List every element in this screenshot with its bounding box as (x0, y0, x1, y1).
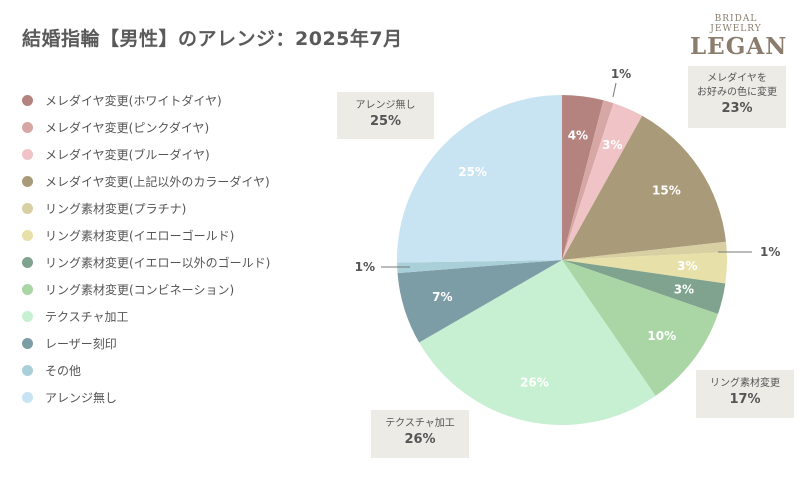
callout-no-arrange-line1: アレンジ無し (355, 100, 416, 111)
legend-swatch (22, 392, 33, 403)
legend-label: メレダイヤ変更(上記以外のカラーダイヤ) (45, 175, 270, 189)
logo-wordmark: LEGAN (690, 33, 788, 60)
legend-swatch (22, 284, 33, 295)
slice-value-label: 25% (458, 165, 487, 179)
pie-slice (396, 95, 562, 263)
legend-item: メレダイヤ変更(ピンクダイヤ) (22, 114, 270, 141)
chart-legend: メレダイヤ変更(ホワイトダイヤ) メレダイヤ変更(ピンクダイヤ) メレダイヤ変更(ブ… (22, 87, 270, 411)
legend-item: その他 (22, 357, 270, 384)
callout-material: リング素材変更 17% (696, 370, 794, 418)
logo-subtitle: BRIDAL JEWELRY (710, 14, 762, 34)
brand-logo: BRIDAL JEWELRY LEGAN (690, 14, 788, 60)
pie-slice (562, 260, 718, 396)
slice-value-label: 3% (677, 259, 697, 273)
slice-value-label: 15% (652, 184, 681, 198)
callout-melee-color: メレダイヤを お好みの色に変更 23% (688, 66, 786, 128)
legend-item: アレンジ無し (22, 384, 270, 411)
legend-item: メレダイヤ変更(ホワイトダイヤ) (22, 87, 270, 114)
callout-melee-line2: お好みの色に変更 (697, 87, 777, 98)
legend-swatch (22, 203, 33, 214)
legend-swatch (22, 149, 33, 160)
legend-label: その他 (45, 364, 82, 378)
legend-item: レーザー刻印 (22, 330, 270, 357)
legend-swatch (22, 257, 33, 268)
legend-swatch (22, 176, 33, 187)
legend-label: メレダイヤ変更(ピンクダイヤ) (45, 121, 210, 135)
slice-value-label: 4% (568, 129, 588, 143)
pie-slice (562, 252, 727, 284)
slice-value-label: 3% (674, 283, 694, 297)
pie-slice (419, 260, 656, 425)
callout-material-line1: リング素材変更 (710, 378, 780, 389)
legend-label: アレンジ無し (45, 391, 118, 405)
legend-swatch (22, 230, 33, 241)
pie-slice (562, 95, 604, 260)
legend-label: リング素材変更(プラチナ) (45, 202, 187, 216)
pie-slice (562, 103, 643, 261)
legend-swatch (22, 95, 33, 106)
legend-item: リング素材変更(プラチナ) (22, 195, 270, 222)
legend-item: テクスチャ加工 (22, 303, 270, 330)
slice-value-label: 1% (760, 245, 780, 259)
slice-value-label: 1% (355, 260, 375, 274)
legend-item: リング素材変更(イエローゴールド) (22, 222, 270, 249)
slice-value-label: 1% (611, 67, 631, 81)
slice-value-label: 26% (520, 375, 549, 389)
legend-label: テクスチャ加工 (45, 310, 129, 324)
legend-swatch (22, 122, 33, 133)
legend-swatch (22, 338, 33, 349)
legend-label: メレダイヤ変更(ホワイトダイヤ) (45, 94, 222, 108)
pie-slice (562, 241, 727, 260)
legend-label: リング素材変更(イエローゴールド) (45, 229, 235, 243)
slice-value-label: 7% (432, 290, 452, 304)
slice-value-label: 3% (602, 138, 622, 152)
legend-item: メレダイヤ変更(上記以外のカラーダイヤ) (22, 168, 270, 195)
legend-item: リング素材変更(コンビネーション) (22, 276, 270, 303)
callout-texture-line1: テクスチャ加工 (385, 418, 455, 429)
pie-slice (562, 100, 614, 260)
slice-labels: 4% 1% 3% 15% 1% 3% 3% 10% 26% 7% 1% 25% (355, 67, 781, 389)
pie-slice (397, 260, 562, 343)
callout-texture-percent: 26% (404, 432, 436, 447)
legend-label: リング素材変更(コンビネーション) (45, 283, 235, 297)
callout-no-arrange: アレンジ無し 25% (337, 92, 434, 139)
chart-title: 結婚指輪【男性】のアレンジ：2025年7月 (22, 28, 403, 50)
callout-no-arrange-percent: 25% (369, 114, 402, 129)
legend-label: レーザー刻印 (45, 337, 117, 351)
callout-material-percent: 17% (729, 392, 761, 407)
legend-item: メレダイヤ変更(ブルーダイヤ) (22, 141, 270, 168)
leader-line (612, 82, 617, 98)
callout-melee-percent: 23% (721, 101, 753, 116)
leader-lines (381, 82, 752, 268)
callout-melee-line1: メレダイヤを (707, 73, 767, 84)
slice-value-label: 10% (647, 329, 676, 343)
pie-slice (397, 260, 562, 274)
pie-slice (562, 260, 726, 314)
callout-texture: テクスチャ加工 26% (371, 410, 469, 458)
legend-label: メレダイヤ変更(ブルーダイヤ) (45, 148, 210, 162)
pie-slice (562, 115, 726, 260)
legend-swatch (22, 311, 33, 322)
legend-item: リング素材変更(イエロー以外のゴールド) (22, 249, 270, 276)
legend-swatch (22, 365, 33, 376)
legend-label: リング素材変更(イエロー以外のゴールド) (45, 256, 271, 270)
pie-slices (396, 95, 727, 425)
